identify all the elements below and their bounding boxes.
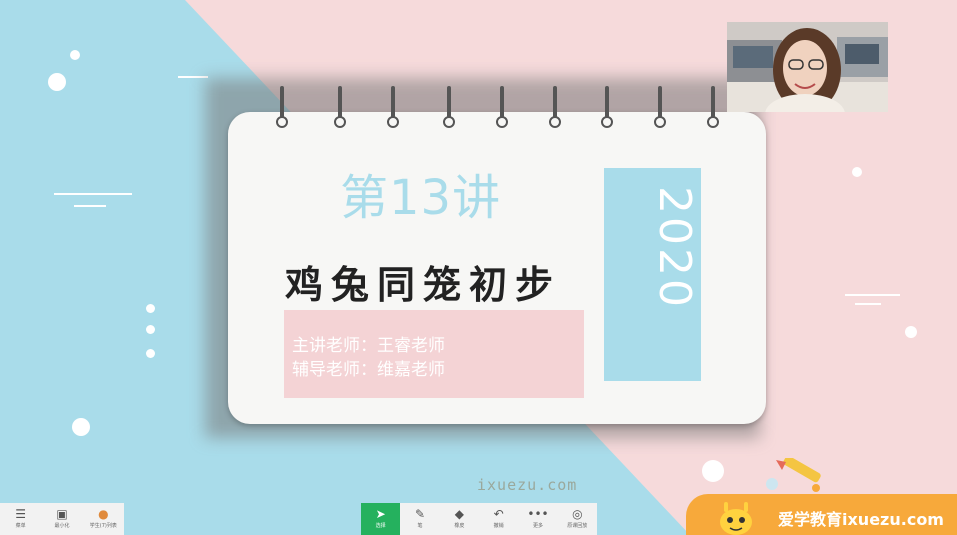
decor-dot <box>70 50 80 60</box>
decor-dot <box>48 73 66 91</box>
minimize-button[interactable]: ▣ 最小化 <box>41 503 82 535</box>
watermark-url: ixuezu.com <box>477 476 578 494</box>
menu-label: 菜单 <box>15 523 26 529</box>
eraser-button[interactable]: ◆ 橡皮 <box>440 503 479 535</box>
menu-button[interactable]: ☰ 菜单 <box>0 503 41 535</box>
pencil-decoration-icon <box>766 458 821 492</box>
toolbar-center: ➤ 选择 ✎ 笔 ◆ 橡皮 ↶ 撤销 ••• 更多 ◎ 原课回放 <box>361 503 597 535</box>
notebook-ring-icon <box>549 86 561 128</box>
avatar-icon: ● <box>98 507 109 521</box>
lecture-title: 鸡兔同笼初步 <box>285 262 562 307</box>
toolbar-left: ☰ 菜单 ▣ 最小化 ● 学生(7)列表 <box>0 503 124 535</box>
decor-dot <box>146 304 155 313</box>
teacher-webcam <box>727 22 888 112</box>
pen-label: 笔 <box>417 523 423 529</box>
record-label: 原课回放 <box>567 523 588 529</box>
select-button[interactable]: ➤ 选择 <box>361 503 401 535</box>
student-list-button[interactable]: ● 学生(7)列表 <box>83 503 124 535</box>
giraffe-logo-icon <box>720 502 752 535</box>
minimize-icon: ▣ <box>56 507 68 521</box>
year-box <box>604 168 701 381</box>
notebook-ring-icon <box>443 86 455 128</box>
decor-dash <box>845 294 900 296</box>
webcam-video-icon <box>727 22 888 112</box>
decor-dot <box>72 418 90 436</box>
assistant-teacher: 辅导老师：维嘉老师 <box>292 360 445 380</box>
decor-dot <box>852 167 862 177</box>
decor-dash <box>74 205 106 207</box>
decor-dot <box>146 325 155 334</box>
cursor-icon: ➤ <box>375 507 386 521</box>
record-button[interactable]: ◎ 原课回放 <box>558 503 597 535</box>
more-icon: ••• <box>527 507 549 521</box>
notebook-ring-icon <box>601 86 613 128</box>
notebook-ring-icon <box>276 86 288 128</box>
undo-label: 撤销 <box>493 523 504 529</box>
decor-dash <box>178 76 208 78</box>
lead-teacher: 主讲老师：王睿老师 <box>292 336 445 356</box>
more-button[interactable]: ••• 更多 <box>518 503 557 535</box>
pen-icon: ✎ <box>414 507 426 521</box>
brand-text: 爱学教育ixuezu.com <box>778 510 944 529</box>
lecture-number: 第13讲 <box>340 170 502 226</box>
decor-dash <box>54 193 132 195</box>
student-list-label: 学生(7)列表 <box>89 523 117 529</box>
decor-dot <box>905 326 917 338</box>
notebook-ring-icon <box>654 86 666 128</box>
eraser-icon: ◆ <box>454 507 464 521</box>
select-label: 选择 <box>375 523 386 529</box>
minimize-label: 最小化 <box>54 523 70 529</box>
undo-icon: ↶ <box>493 507 504 521</box>
decor-dash <box>855 303 881 305</box>
pen-button[interactable]: ✎ 笔 <box>400 503 439 535</box>
decor-dot <box>702 460 724 482</box>
notebook-ring-icon <box>387 86 399 128</box>
teacher-box <box>284 310 584 398</box>
year-label: 2020 <box>640 186 700 310</box>
decor-dot <box>146 349 155 358</box>
eraser-label: 橡皮 <box>454 523 465 529</box>
more-label: 更多 <box>532 523 543 529</box>
notebook-ring-icon <box>334 86 346 128</box>
undo-button[interactable]: ↶ 撤销 <box>479 503 518 535</box>
menu-icon: ☰ <box>15 507 27 521</box>
notebook-ring-icon <box>496 86 508 128</box>
record-icon: ◎ <box>572 507 583 521</box>
notebook-ring-icon <box>707 86 719 128</box>
